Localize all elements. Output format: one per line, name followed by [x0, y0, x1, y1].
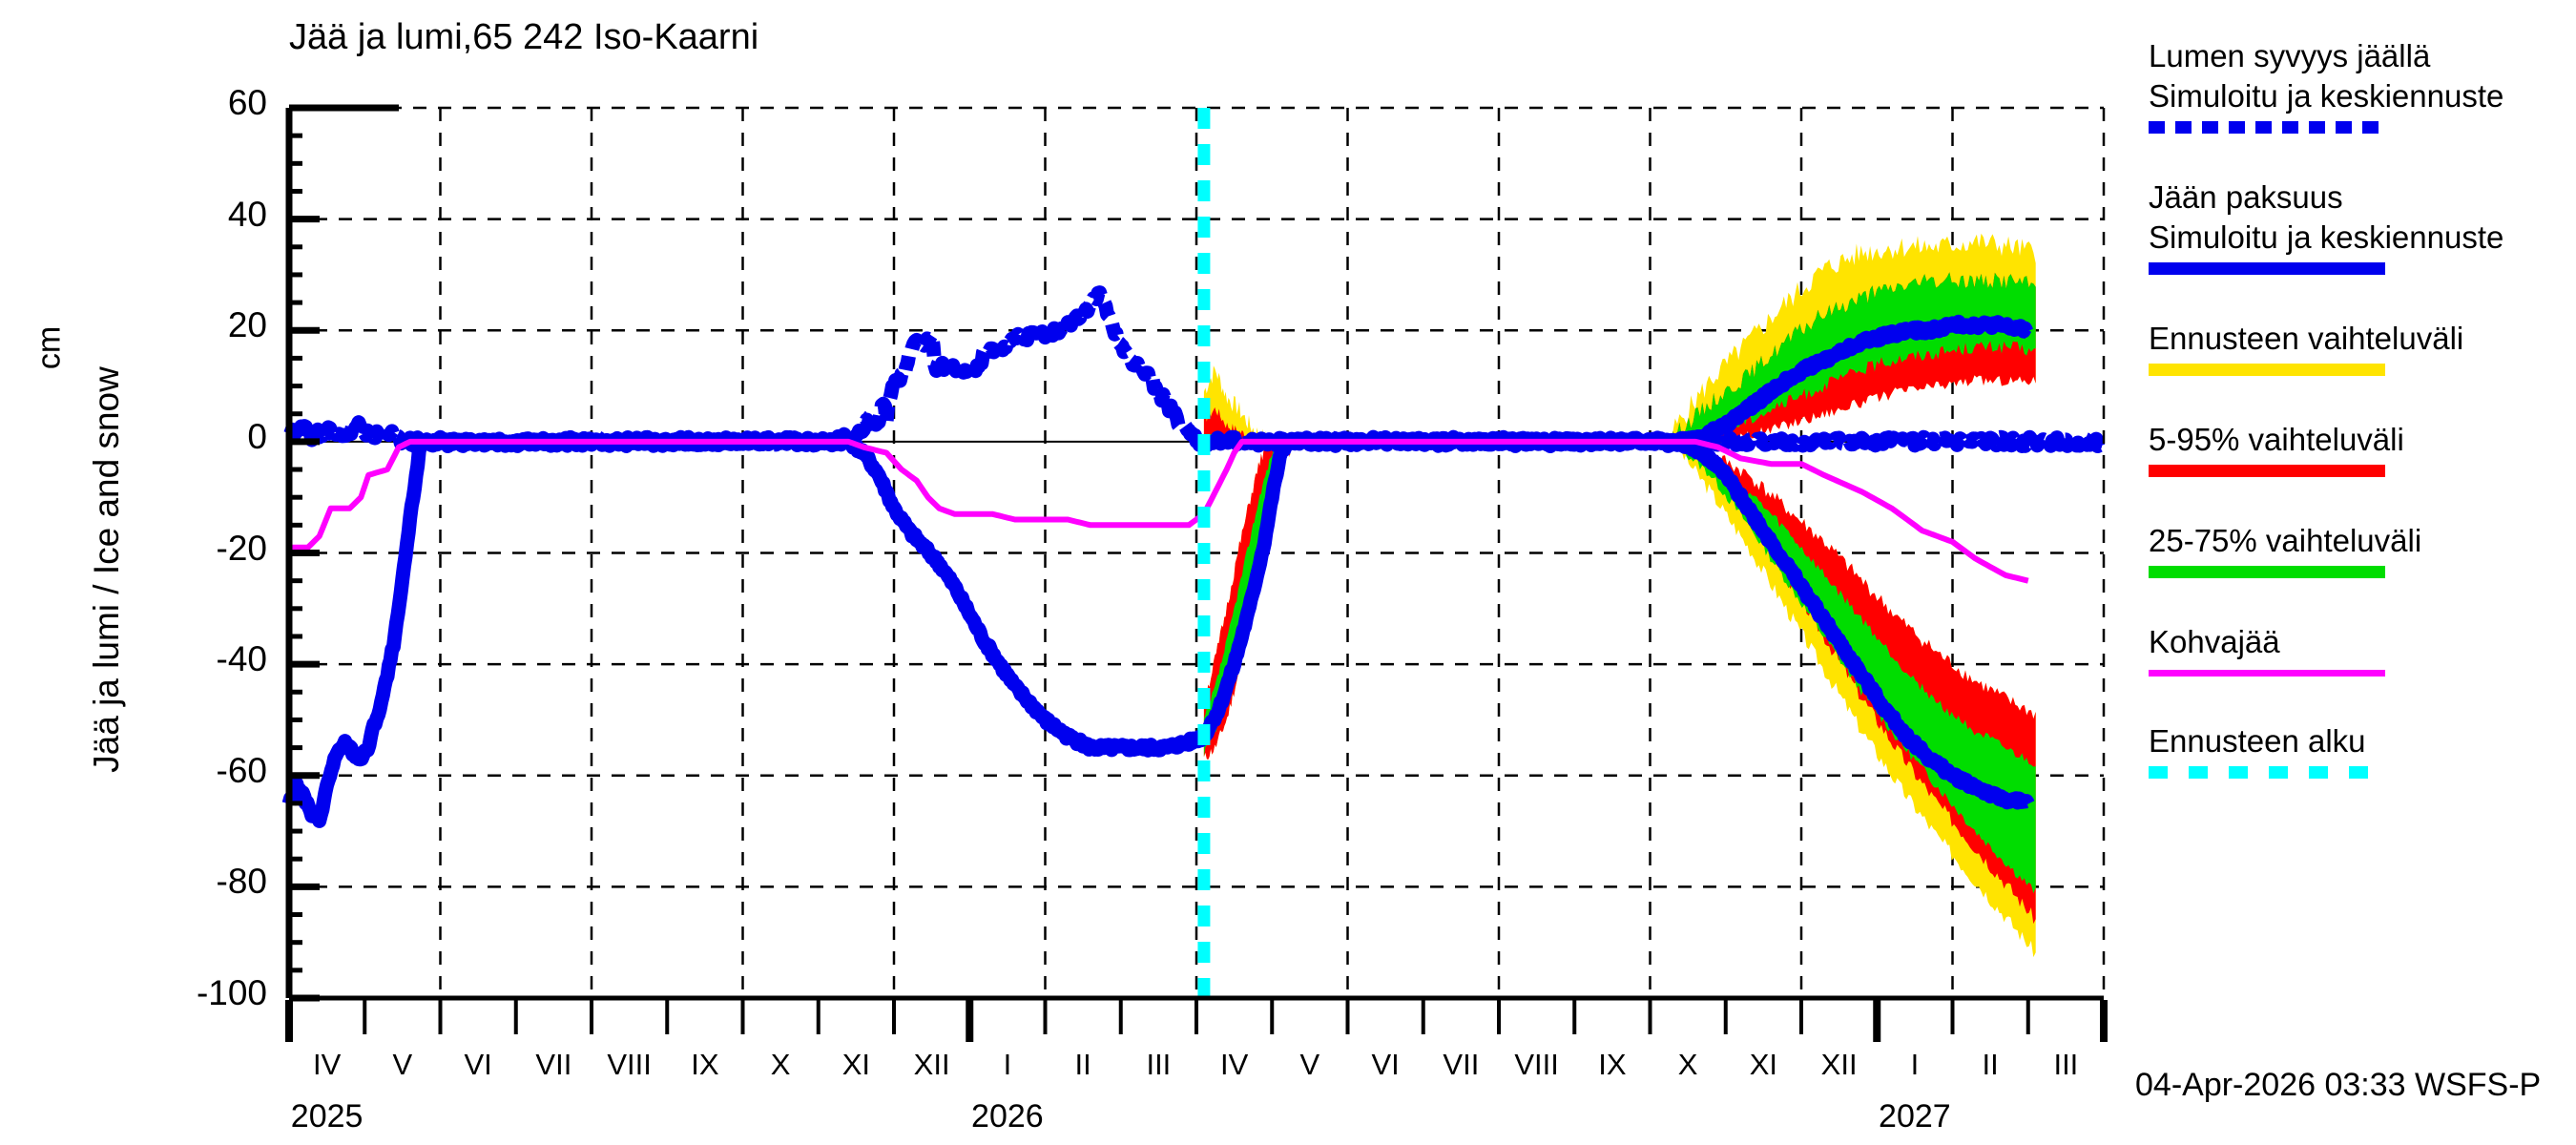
x-tick-label-month: IX	[1598, 1048, 1627, 1081]
x-tick-label-month: IX	[691, 1048, 719, 1081]
ice-forecast-range-band-2027	[1672, 435, 2036, 958]
page-title: Jää ja lumi,65 242 Iso-Kaarni	[289, 17, 759, 57]
x-tick-label-month: II	[1982, 1048, 1999, 1081]
legend-item-title: Lumen syvyys jäällä	[2149, 38, 2431, 73]
x-tick-label-month: VIII	[1514, 1048, 1559, 1081]
x-tick-label-month: III	[1146, 1048, 1172, 1081]
kohvajaa-line	[289, 438, 2029, 584]
legend-item-title: 5-95% vaihteluväli	[2149, 422, 2404, 457]
x-tick-label-month: X	[770, 1048, 791, 1081]
x-tick-label-month: VI	[464, 1048, 492, 1081]
x-tick-label-month: VII	[535, 1048, 572, 1081]
timestamp-label: 04-Apr-2026 03:33 WSFS-P	[2135, 1067, 2542, 1103]
y-tick-label: -80	[216, 862, 267, 902]
x-tick-label-year: 2026	[971, 1098, 1044, 1135]
x-tick-label-month: XI	[1749, 1048, 1778, 1081]
legend-item-swatch	[2149, 766, 2385, 779]
legend-item-title: Kohvajää	[2149, 624, 2280, 659]
y-tick-label: 0	[247, 416, 267, 456]
legend-item-swatch	[2149, 670, 2385, 677]
legend-item-title: 25-75% vaihteluväli	[2149, 523, 2422, 558]
x-tick-label-month: VIII	[607, 1048, 652, 1081]
x-tick-label-month: VII	[1443, 1048, 1480, 1081]
x-tick-label-month: V	[1299, 1048, 1320, 1081]
ice-thickness-line	[1672, 314, 2034, 450]
x-tick-label-month: I	[1003, 1048, 1012, 1081]
legend-item-subtitle: Simuloitu ja keskiennuste	[2149, 78, 2504, 114]
legend-item-title: Ennusteen vaihteluväli	[2149, 321, 2464, 356]
legend-item-swatch	[2149, 465, 2385, 477]
x-tick-label-year: 2027	[1879, 1098, 1951, 1135]
legend-item-subtitle: Simuloitu ja keskiennuste	[2149, 219, 2504, 255]
x-tick-label-month: II	[1074, 1048, 1091, 1081]
ice-5-95-band-2027	[1672, 442, 2036, 925]
x-tick-label-month: IV	[1219, 1048, 1249, 1081]
legend-item-title: Jään paksuus	[2149, 179, 2343, 215]
x-tick-label-month: XI	[841, 1048, 871, 1081]
x-tick-label-month: I	[1910, 1048, 1920, 1081]
y-tick-label: 40	[227, 194, 267, 234]
legend-item-swatch	[2149, 121, 2385, 134]
y-tick-label: -60	[216, 750, 267, 790]
y-tick-label: 60	[227, 83, 267, 122]
legend-item-swatch	[2149, 364, 2385, 376]
x-tick-label-month: XII	[1820, 1048, 1858, 1081]
y-tick-label: -20	[216, 528, 267, 568]
y-tick-label: 20	[227, 305, 267, 345]
x-tick-label-month: XII	[913, 1048, 950, 1081]
x-tick-label-month: X	[1677, 1048, 1698, 1081]
legend-item-swatch	[2149, 566, 2385, 578]
x-tick-label-month: VI	[1371, 1048, 1400, 1081]
y-tick-label: -100	[196, 973, 267, 1012]
x-tick-label-month: V	[392, 1048, 413, 1081]
snow-forecast-range-band-2026	[1203, 365, 1295, 442]
y-tick-label: -40	[216, 639, 267, 679]
x-tick-label-year: 2025	[290, 1098, 364, 1135]
legend-item-title: Ennusteen alku	[2149, 723, 2366, 759]
x-tick-label-month: III	[2053, 1048, 2079, 1081]
x-tick-label-month: IV	[312, 1048, 342, 1081]
legend-item-swatch	[2149, 262, 2385, 275]
